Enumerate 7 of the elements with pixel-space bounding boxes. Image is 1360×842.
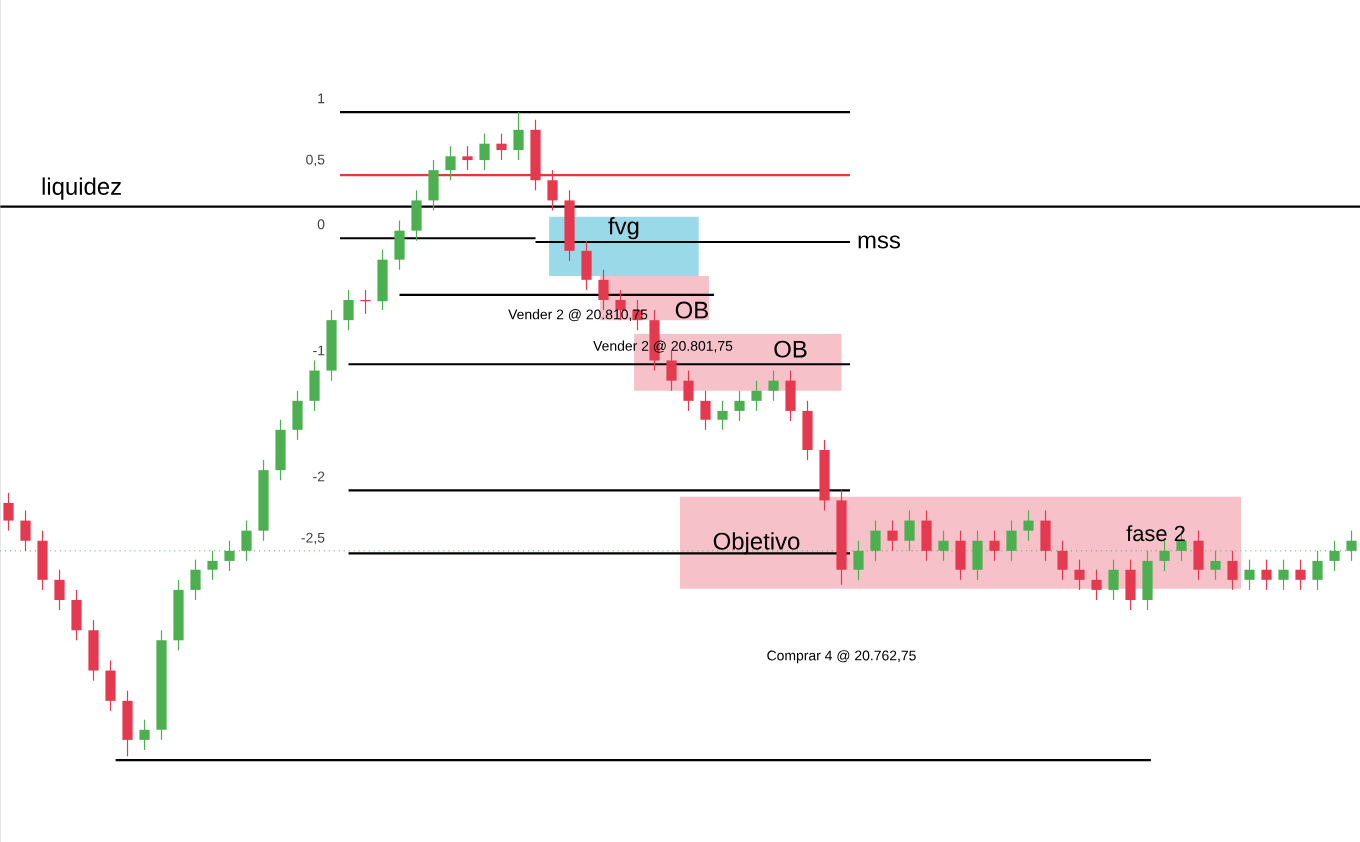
ref-line-label: mss: [858, 235, 901, 249]
band-label: Objetivo: [713, 532, 800, 555]
annotation: fase 2: [1126, 525, 1185, 542]
band-label: fvg: [608, 217, 639, 240]
band-label: OB: [675, 301, 708, 319]
band-label: OB: [774, 340, 807, 358]
ref-line-label: liquidez: [42, 177, 121, 200]
